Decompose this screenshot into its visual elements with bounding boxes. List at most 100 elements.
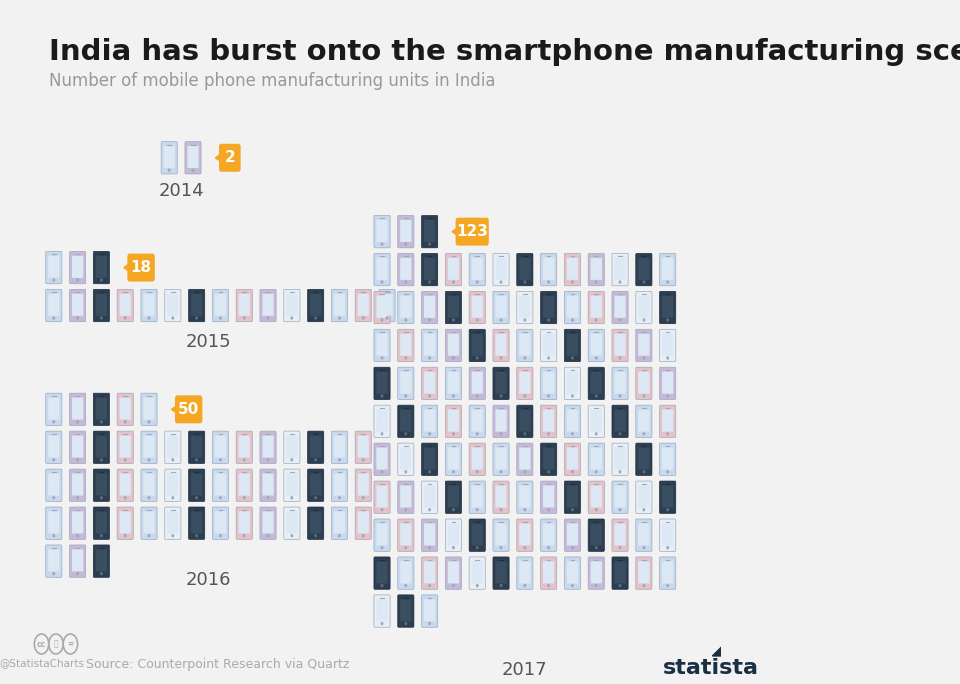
FancyBboxPatch shape (358, 473, 369, 495)
FancyBboxPatch shape (662, 523, 673, 545)
FancyBboxPatch shape (662, 295, 673, 318)
Text: cc: cc (36, 640, 46, 648)
Circle shape (429, 471, 430, 473)
Circle shape (381, 471, 383, 473)
Circle shape (77, 317, 79, 319)
FancyBboxPatch shape (447, 334, 459, 356)
Circle shape (476, 319, 478, 321)
Circle shape (500, 585, 502, 587)
FancyBboxPatch shape (471, 410, 483, 432)
Text: statista: statista (663, 658, 759, 678)
FancyBboxPatch shape (424, 523, 435, 545)
Polygon shape (215, 153, 223, 163)
Circle shape (619, 395, 621, 397)
FancyBboxPatch shape (239, 512, 250, 534)
FancyBboxPatch shape (374, 481, 390, 514)
FancyBboxPatch shape (424, 486, 435, 508)
Circle shape (619, 471, 621, 473)
FancyBboxPatch shape (614, 562, 626, 583)
FancyBboxPatch shape (638, 295, 650, 318)
FancyBboxPatch shape (660, 253, 676, 286)
Circle shape (172, 317, 174, 319)
Text: India has burst onto the smartphone manufacturing scene: India has burst onto the smartphone manu… (49, 38, 960, 66)
Circle shape (405, 319, 406, 321)
FancyBboxPatch shape (72, 512, 84, 534)
Circle shape (77, 535, 79, 537)
FancyBboxPatch shape (519, 523, 531, 545)
FancyBboxPatch shape (262, 436, 274, 458)
FancyBboxPatch shape (492, 557, 509, 590)
FancyBboxPatch shape (612, 557, 628, 590)
Circle shape (548, 509, 549, 511)
FancyBboxPatch shape (284, 289, 300, 321)
Circle shape (500, 509, 502, 511)
FancyBboxPatch shape (469, 557, 486, 590)
Circle shape (619, 357, 621, 359)
FancyBboxPatch shape (566, 258, 578, 280)
FancyBboxPatch shape (590, 447, 602, 470)
FancyBboxPatch shape (215, 512, 226, 534)
Circle shape (572, 471, 573, 473)
FancyBboxPatch shape (638, 486, 650, 508)
FancyBboxPatch shape (400, 295, 412, 318)
FancyBboxPatch shape (447, 447, 459, 470)
Circle shape (476, 547, 478, 549)
FancyBboxPatch shape (397, 405, 414, 438)
FancyBboxPatch shape (400, 334, 412, 356)
FancyBboxPatch shape (376, 599, 388, 621)
FancyBboxPatch shape (588, 329, 605, 362)
Text: 2017: 2017 (502, 661, 547, 679)
FancyBboxPatch shape (519, 486, 531, 508)
FancyBboxPatch shape (48, 397, 60, 420)
Circle shape (381, 509, 383, 511)
Circle shape (429, 433, 430, 435)
FancyBboxPatch shape (421, 481, 438, 514)
Circle shape (405, 471, 406, 473)
FancyBboxPatch shape (143, 473, 155, 495)
FancyBboxPatch shape (445, 443, 462, 475)
Circle shape (77, 279, 79, 281)
FancyBboxPatch shape (374, 329, 390, 362)
FancyBboxPatch shape (447, 562, 459, 583)
FancyBboxPatch shape (614, 258, 626, 280)
FancyBboxPatch shape (424, 447, 435, 470)
FancyBboxPatch shape (376, 410, 388, 432)
FancyBboxPatch shape (93, 431, 109, 464)
FancyBboxPatch shape (374, 443, 390, 475)
Circle shape (572, 281, 573, 283)
FancyBboxPatch shape (588, 443, 605, 475)
Circle shape (77, 459, 79, 461)
FancyBboxPatch shape (400, 410, 412, 432)
FancyBboxPatch shape (519, 258, 531, 280)
FancyBboxPatch shape (471, 295, 483, 318)
FancyBboxPatch shape (636, 253, 652, 286)
FancyBboxPatch shape (492, 253, 509, 286)
Circle shape (476, 433, 478, 435)
FancyBboxPatch shape (566, 562, 578, 583)
FancyBboxPatch shape (284, 469, 300, 501)
Circle shape (101, 497, 102, 499)
FancyBboxPatch shape (331, 289, 348, 321)
FancyBboxPatch shape (143, 436, 155, 458)
Circle shape (220, 459, 221, 461)
FancyBboxPatch shape (72, 293, 84, 316)
FancyBboxPatch shape (588, 481, 605, 514)
Circle shape (524, 319, 525, 321)
Circle shape (667, 585, 668, 587)
FancyBboxPatch shape (564, 481, 581, 514)
FancyBboxPatch shape (492, 405, 509, 438)
FancyBboxPatch shape (424, 220, 435, 242)
Circle shape (381, 357, 383, 359)
Circle shape (291, 535, 293, 537)
FancyBboxPatch shape (469, 329, 486, 362)
FancyBboxPatch shape (566, 295, 578, 318)
FancyBboxPatch shape (400, 220, 412, 242)
FancyBboxPatch shape (564, 443, 581, 475)
FancyBboxPatch shape (540, 291, 557, 324)
FancyBboxPatch shape (69, 289, 85, 321)
Circle shape (476, 281, 478, 283)
FancyBboxPatch shape (120, 473, 131, 495)
FancyBboxPatch shape (307, 289, 324, 321)
Circle shape (381, 547, 383, 549)
FancyBboxPatch shape (469, 443, 486, 475)
